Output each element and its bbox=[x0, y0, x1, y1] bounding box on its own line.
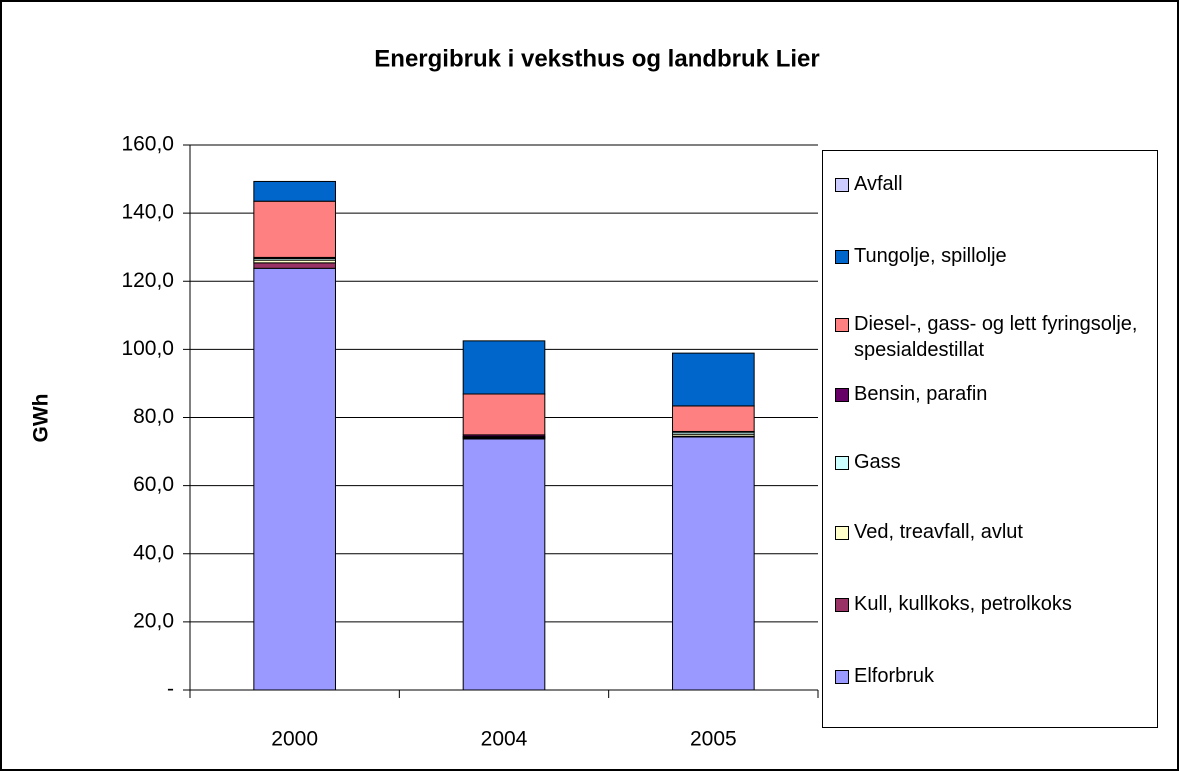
bar-segment bbox=[672, 436, 755, 691]
x-tick-label: 2005 bbox=[690, 728, 737, 751]
legend-swatch bbox=[835, 178, 849, 192]
bar-segment bbox=[462, 340, 546, 395]
bar-segment bbox=[253, 200, 336, 258]
bar-segment bbox=[462, 393, 546, 436]
bar-segment bbox=[462, 438, 546, 691]
y-tick-label: 160,0 bbox=[121, 133, 174, 156]
legend-item: Avfall bbox=[835, 171, 1150, 197]
legend-swatch bbox=[835, 670, 849, 684]
chart-title: Energibruk i veksthus og landbruk Lier bbox=[374, 45, 819, 72]
y-tick-label: 140,0 bbox=[121, 201, 174, 224]
legend-label: Bensin, parafin bbox=[854, 383, 988, 405]
legend-item: Elforbruk bbox=[835, 663, 1150, 689]
y-tick-label: 100,0 bbox=[121, 337, 174, 360]
bar-segment bbox=[253, 267, 336, 691]
legend-label: Elforbruk bbox=[854, 665, 935, 687]
y-tick-label: 120,0 bbox=[121, 269, 174, 292]
legend: Elforbruk Kull, kullkoks, petrolkoks Ved, … bbox=[822, 150, 1158, 728]
x-tick-label: 2004 bbox=[481, 728, 528, 751]
legend-label: Avfall bbox=[854, 173, 903, 195]
legend-swatch bbox=[835, 250, 849, 264]
legend-swatch bbox=[835, 388, 849, 402]
legend-item: Diesel-, gass- og lett fyringsolje, spes… bbox=[835, 311, 1150, 363]
legend-item: Kull, kullkoks, petrolkoks bbox=[835, 591, 1150, 617]
bar-segment bbox=[672, 352, 755, 407]
y-tick-label: 20,0 bbox=[133, 609, 174, 632]
legend-label: Diesel-, gass- og lett fyringsolje, spes… bbox=[854, 313, 1138, 361]
legend-swatch bbox=[835, 318, 849, 332]
legend-label: Kull, kullkoks, petrolkoks bbox=[854, 593, 1072, 615]
legend-swatch bbox=[835, 598, 849, 612]
legend-label: Tungolje, spillolje bbox=[854, 245, 1007, 267]
bar-segment bbox=[253, 180, 336, 202]
legend-item: Bensin, parafin bbox=[835, 381, 1150, 407]
legend-label: Ved, treavfall, avlut bbox=[854, 521, 1023, 543]
legend-label: Gass bbox=[854, 451, 901, 473]
y-tick-label: - bbox=[167, 678, 174, 701]
bar-segment bbox=[672, 405, 755, 432]
legend-item: Gass bbox=[835, 449, 1150, 475]
legend-item: Ved, treavfall, avlut bbox=[835, 519, 1150, 545]
y-axis-label: GWh bbox=[30, 394, 53, 443]
y-tick-label: 40,0 bbox=[133, 541, 174, 564]
y-tick-label: 80,0 bbox=[133, 405, 174, 428]
legend-swatch bbox=[835, 456, 849, 470]
legend-swatch bbox=[835, 526, 849, 540]
bar-segment bbox=[253, 262, 336, 269]
x-tick-label: 2000 bbox=[271, 728, 318, 751]
y-tick-label: 60,0 bbox=[133, 473, 174, 496]
legend-item: Tungolje, spillolje bbox=[835, 243, 1150, 269]
